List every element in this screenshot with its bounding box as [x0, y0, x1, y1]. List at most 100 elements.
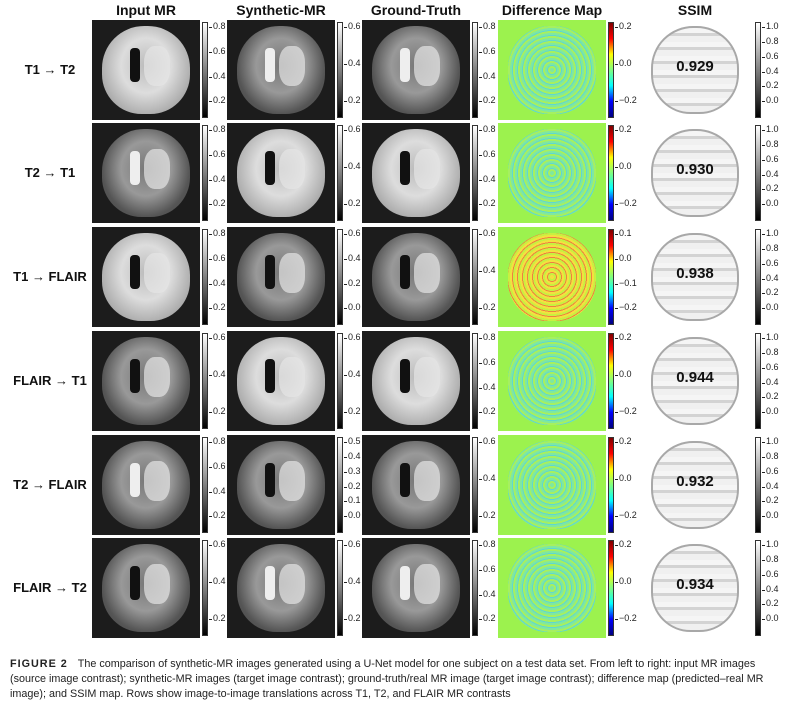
colorbar-tick: 0.3 — [344, 465, 361, 476]
brain-slice — [651, 441, 739, 529]
row-label: T2 → FLAIR — [13, 477, 87, 492]
ventricles — [130, 566, 140, 600]
colorbar-tick: 0.8 — [479, 332, 496, 343]
colorbar-tick: 0.0 — [344, 510, 361, 521]
colorbar-tick: 0.0 — [762, 95, 779, 106]
brain-slice — [508, 26, 596, 114]
colorbar-tick: 0.6 — [762, 465, 779, 476]
ventricles — [130, 48, 140, 82]
colorbar-tick: 0.2 — [209, 406, 226, 417]
brain-slice — [651, 26, 739, 114]
colorbar-tick: 0.4 — [344, 58, 361, 69]
row-label: T1 → T2 — [24, 62, 76, 77]
colorbar-tick: 0.2 — [762, 80, 779, 91]
ventricles — [265, 255, 275, 289]
colorbar-tick: 0.2 — [615, 539, 632, 550]
ventricles — [400, 48, 410, 82]
ventricles — [265, 463, 275, 497]
input-mr-image — [92, 227, 200, 327]
colorbar-tick: 0.4 — [762, 65, 779, 76]
colorbar-tick: 0.4 — [479, 588, 496, 599]
colorbar-tick: 0.6 — [479, 436, 496, 447]
colorbar — [608, 22, 614, 118]
colorbar-tick: 0.2 — [762, 598, 779, 609]
lesion — [279, 357, 305, 397]
ventricles — [400, 566, 410, 600]
colorbar-tick: 0.6 — [209, 149, 226, 159]
brain-slice — [651, 233, 739, 321]
lesion — [414, 149, 440, 189]
colorbar-tick: 0.4 — [209, 369, 226, 380]
colorbar-tick: 0.8 — [209, 436, 226, 447]
difference-map-image — [498, 20, 606, 120]
colorbar — [202, 333, 208, 429]
ssim-value: 0.930 — [676, 161, 714, 178]
colorbar-tick: 0.4 — [762, 376, 779, 387]
colorbar-tick: 0.4 — [344, 576, 361, 587]
colorbar-tick: 0.0 — [615, 161, 632, 172]
colorbar-tick: 0.2 — [762, 391, 779, 402]
brain-slice — [508, 544, 596, 632]
colorbar — [608, 125, 614, 221]
input-mr-image — [92, 331, 200, 431]
colorbar-tick: 0.4 — [209, 277, 226, 288]
colorbar — [472, 540, 478, 636]
ground-truth-image — [362, 227, 470, 327]
colorbar-tick: 0.2 — [344, 613, 361, 624]
difference-map-image — [498, 435, 606, 535]
colorbar-tick: 0.4 — [209, 576, 226, 587]
colorbar-tick: 0.4 — [209, 173, 226, 184]
colorbar — [202, 540, 208, 636]
colorbar-tick: 0.6 — [479, 46, 496, 56]
difference-map-image — [498, 123, 606, 223]
lesion — [279, 461, 305, 501]
colorbar-tick: 0.2 — [479, 95, 496, 106]
row-label: T2 → T1 — [24, 165, 76, 180]
ground-truth-image — [362, 20, 470, 120]
colorbar-tick: 0.0 — [762, 302, 779, 313]
colorbar-tick: 0.2 — [344, 198, 361, 209]
lesion — [144, 46, 170, 86]
colorbar-tick: 0.2 — [479, 302, 496, 313]
colorbar — [755, 229, 761, 325]
colorbar-tick: 0.4 — [209, 485, 226, 496]
colorbar-tick: 0.2 — [344, 406, 361, 417]
colorbar-tick: 0.0 — [344, 302, 361, 313]
lesion — [414, 461, 440, 501]
colorbar-tick: −0.2 — [615, 302, 637, 313]
colorbar — [202, 437, 208, 533]
colorbar-tick: 0.8 — [209, 21, 226, 32]
caption-text: The comparison of synthetic-MR images ge… — [10, 658, 764, 700]
ssim-map-image: 0.938 — [641, 227, 749, 327]
synthetic-mr-image — [227, 20, 335, 120]
colorbar — [202, 229, 208, 325]
ventricles — [265, 359, 275, 393]
colorbar — [472, 22, 478, 118]
colorbar-tick: −0.2 — [615, 510, 637, 521]
lesion — [144, 149, 170, 189]
colorbar-tick: 0.8 — [479, 539, 496, 550]
colorbar — [608, 540, 614, 636]
ssim-map-image: 0.930 — [641, 123, 749, 223]
colorbar-tick: 0.2 — [209, 613, 226, 624]
colorbar-tick: 0.6 — [479, 149, 496, 159]
colorbar-tick: 0.1 — [344, 495, 361, 506]
colorbar-tick: 0.6 — [762, 568, 779, 579]
ground-truth-image — [362, 331, 470, 431]
ventricles — [130, 359, 140, 393]
brain-slice — [651, 544, 739, 632]
difference-map-image — [498, 538, 606, 638]
colorbar — [755, 22, 761, 118]
colorbar-tick: 1.0 — [762, 332, 779, 343]
colorbar-tick: 0.4 — [344, 369, 361, 380]
colorbar-tick: 0.6 — [209, 253, 226, 263]
ventricles — [265, 48, 275, 82]
lesion — [144, 357, 170, 397]
colorbar-tick: 0.6 — [344, 124, 361, 135]
lesion — [414, 357, 440, 397]
colorbar — [337, 229, 343, 325]
ssim-map-image: 0.932 — [641, 435, 749, 535]
colorbar-tick: 0.0 — [762, 406, 779, 417]
colorbar — [337, 540, 343, 636]
colorbar-tick: 0.2 — [209, 198, 226, 209]
